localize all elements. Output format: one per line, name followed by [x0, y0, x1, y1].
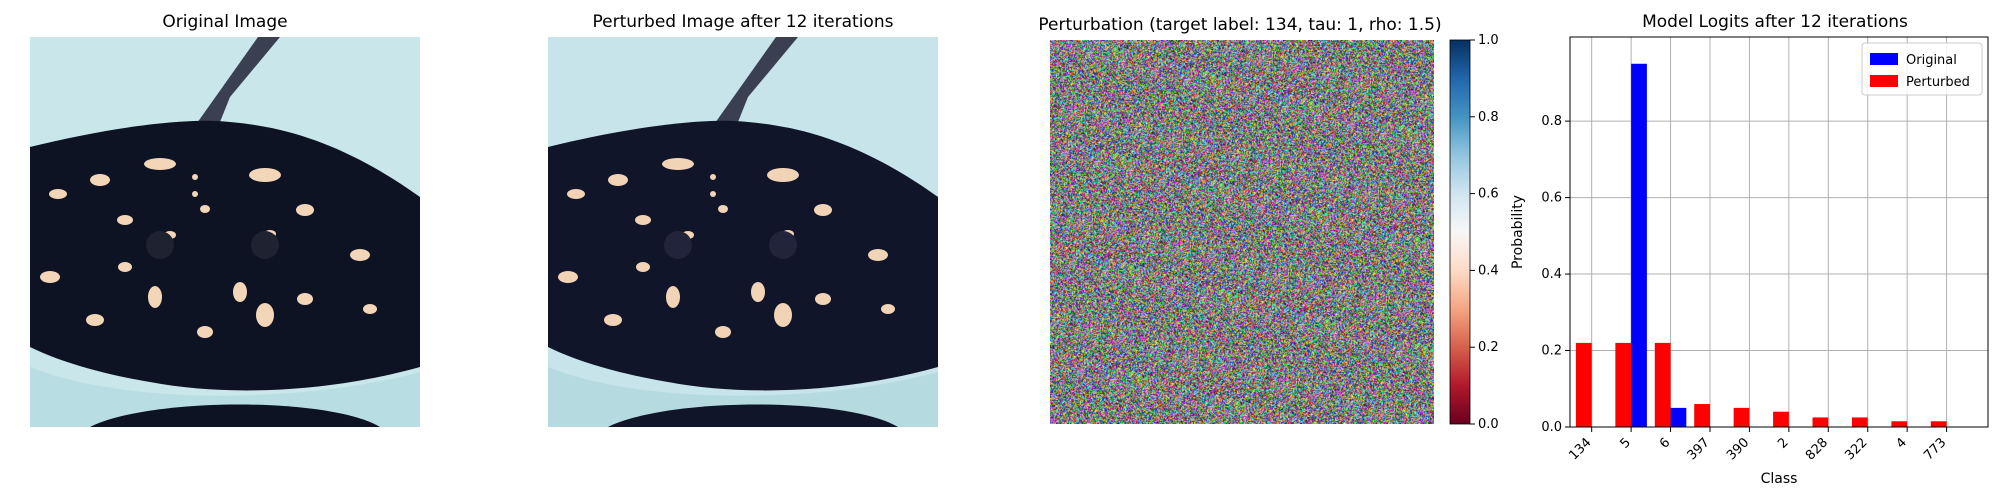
x-tick-label: 134 [1566, 435, 1594, 463]
y-tick-label: 0.0 [1541, 420, 1562, 435]
bar-original-5 [1631, 63, 1647, 427]
bar-perturbed-6 [1654, 342, 1671, 427]
colorbar-tick-label: 0.2 [1478, 340, 1499, 355]
x-tick-label: 4 [1894, 435, 1910, 451]
x-tick-label: 773 [1921, 435, 1949, 463]
x-axis-label: Class [1761, 471, 1798, 487]
x-tick-label: 322 [1842, 435, 1870, 463]
legend-swatch-original [1870, 53, 1898, 65]
bar-perturbed-5 [1615, 342, 1632, 427]
legend-label-original: Original [1906, 53, 1957, 68]
colorbar: 0.0 0.2 0.4 0.6 0.8 1.0 [1449, 33, 1499, 432]
perturbed-image-title: Perturbed Image after 12 iterations [592, 12, 894, 32]
original-image [30, 37, 420, 427]
x-tick-label: 2 [1775, 435, 1791, 451]
bar-perturbed-828 [1812, 417, 1829, 427]
y-tick-label: 0.6 [1541, 191, 1562, 206]
legend-label-perturbed: Perturbed [1906, 75, 1970, 90]
x-tick-label: 5 [1617, 435, 1633, 451]
bar-perturbed-4 [1891, 421, 1908, 427]
y-axis-label: Probability [1510, 195, 1526, 269]
x-tick-label: 397 [1685, 435, 1713, 463]
plot-frame [1569, 36, 1989, 428]
x-tick-label: 6 [1657, 435, 1673, 451]
y-tick-label: 0.2 [1541, 344, 1562, 359]
bar-perturbed-397 [1694, 404, 1710, 427]
colorbar-tick-label: 1.0 [1478, 33, 1499, 48]
colorbar-tick-label: 0.8 [1478, 110, 1499, 125]
bar-perturbed-322 [1851, 417, 1868, 427]
y-tick-label: 0.8 [1541, 114, 1562, 129]
logits-chart-title: Model Logits after 12 iterations [1642, 12, 1908, 32]
bar-perturbed-390 [1733, 407, 1750, 427]
perturbed-image [548, 37, 938, 427]
y-tick-label: 0.4 [1541, 267, 1562, 282]
colorbar-gradient [1449, 39, 1471, 425]
x-tick-label: 390 [1724, 435, 1752, 463]
bar-perturbed-773 [1930, 421, 1947, 427]
colorbar-tick-label: 0.0 [1478, 417, 1499, 432]
colorbar-tick-label: 0.4 [1478, 263, 1499, 278]
original-image-title: Original Image [162, 12, 288, 32]
x-tick-label: 828 [1803, 435, 1831, 463]
perturbation-noise-image [1050, 40, 1434, 424]
colorbar-tick-label: 0.6 [1478, 187, 1499, 202]
stingray-illustration [548, 37, 938, 427]
perturbation-title: Perturbation (target label: 134, tau: 1,… [1038, 15, 1442, 35]
legend-swatch-perturbed [1870, 75, 1898, 87]
stingray-illustration [30, 37, 420, 427]
bar-perturbed-134 [1575, 342, 1592, 427]
bar-perturbed-2 [1773, 411, 1789, 427]
bar-original-6 [1670, 407, 1687, 427]
